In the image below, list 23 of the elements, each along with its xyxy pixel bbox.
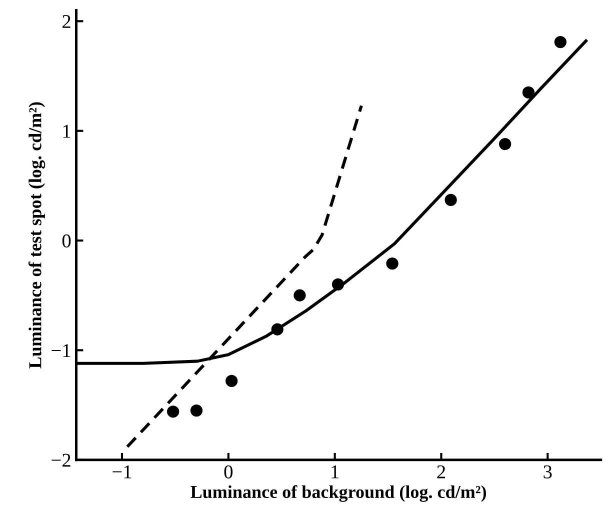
y-axis-title: Luminance of test spot (log. cd/m²)	[28, 102, 46, 368]
x-tick-label: 2	[437, 465, 446, 478]
point	[554, 36, 566, 48]
point	[444, 194, 457, 206]
y-tick-label: 1	[63, 124, 70, 138]
x-tick-label: 0	[224, 465, 233, 478]
x-tick-label: −1	[112, 465, 132, 478]
point	[226, 374, 238, 388]
point	[522, 86, 535, 99]
y-tick-label: −2	[52, 454, 70, 467]
x-axis-title: Luminance of background (log. cd/m²)	[190, 485, 486, 502]
point	[294, 289, 306, 302]
y-tick-label: 2	[62, 15, 70, 28]
y-tick-label: 0	[62, 234, 71, 248]
x-tick-label: 3	[544, 465, 552, 478]
point	[386, 258, 398, 270]
point	[271, 323, 284, 336]
point	[332, 278, 344, 290]
point	[190, 404, 203, 417]
x-tick-label: 1	[332, 465, 339, 478]
y-tick-label: −1	[52, 344, 70, 357]
point	[167, 406, 180, 418]
point	[499, 138, 512, 150]
